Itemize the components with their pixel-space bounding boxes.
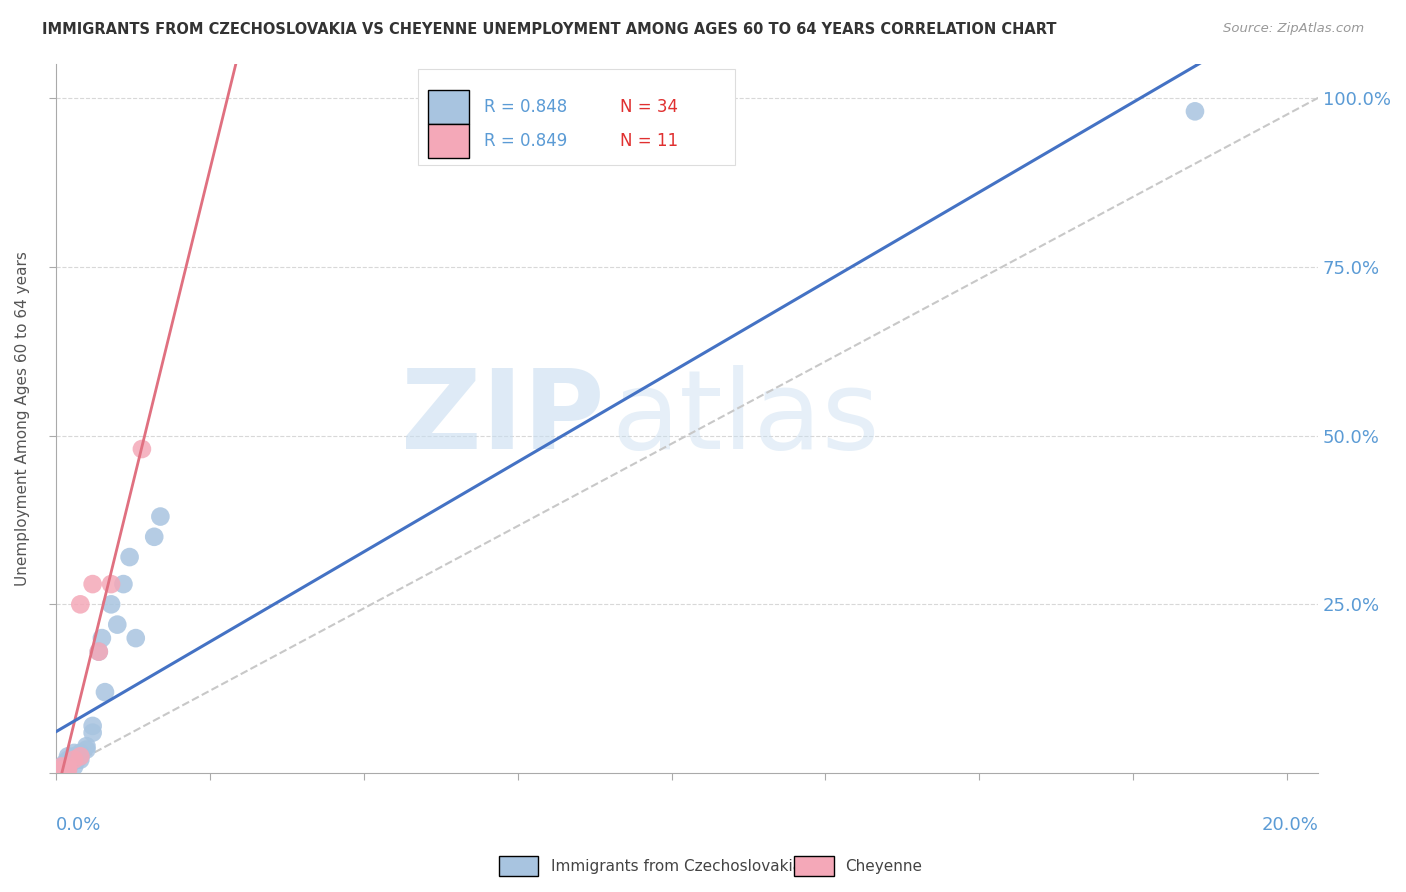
Point [125,631,148,645]
Point [60,756,83,770]
Point [56,759,79,773]
Point [149,509,172,524]
Point [87,645,110,659]
Point [56,759,79,773]
Point [69,746,91,760]
Point [60,753,83,767]
Point [76,742,98,756]
Point [69,598,91,612]
Point [87,645,110,659]
Point [82,725,104,739]
Point [53,756,76,770]
Point [105,617,128,632]
Point [69,749,91,764]
Point [66,753,89,767]
Text: Immigrants from Czechoslovakia: Immigrants from Czechoslovakia [551,859,803,873]
Text: Source: ZipAtlas.com: Source: ZipAtlas.com [1223,22,1364,36]
Point [63,759,86,773]
Text: Cheyenne: Cheyenne [845,859,922,873]
Point [63,753,86,767]
Point [131,442,153,456]
Point [1184,104,1206,119]
Point [118,550,141,565]
Point [63,749,86,764]
Text: N = 11: N = 11 [620,132,678,150]
Text: R = 0.849: R = 0.849 [484,132,567,150]
FancyBboxPatch shape [418,69,735,165]
Text: N = 34: N = 34 [620,98,678,116]
Point [53,759,76,773]
Text: atlas: atlas [612,365,880,472]
Point [82,577,104,591]
Point [51,759,73,773]
Text: 0.0%: 0.0% [56,816,101,834]
Point [66,749,89,764]
Point [94,685,117,699]
Point [100,577,122,591]
FancyBboxPatch shape [427,90,468,124]
Point [112,577,135,591]
Point [143,530,166,544]
Point [82,719,104,733]
Point [69,749,91,764]
Point [56,753,79,767]
Point [100,598,122,612]
Text: ZIP: ZIP [402,365,605,472]
Point [56,763,79,777]
Text: R = 0.848: R = 0.848 [484,98,567,116]
Text: IMMIGRANTS FROM CZECHOSLOVAKIA VS CHEYENNE UNEMPLOYMENT AMONG AGES 60 TO 64 YEAR: IMMIGRANTS FROM CZECHOSLOVAKIA VS CHEYEN… [42,22,1057,37]
Point [63,746,86,760]
Point [63,753,86,767]
Point [90,631,112,645]
Point [69,753,91,767]
Point [56,749,79,764]
Y-axis label: Unemployment Among Ages 60 to 64 years: Unemployment Among Ages 60 to 64 years [15,252,30,586]
Point [76,739,98,754]
FancyBboxPatch shape [427,124,468,158]
Point [51,763,73,777]
Point [48,763,70,777]
Point [48,763,70,777]
Text: 20.0%: 20.0% [1261,816,1319,834]
Point [51,759,73,773]
